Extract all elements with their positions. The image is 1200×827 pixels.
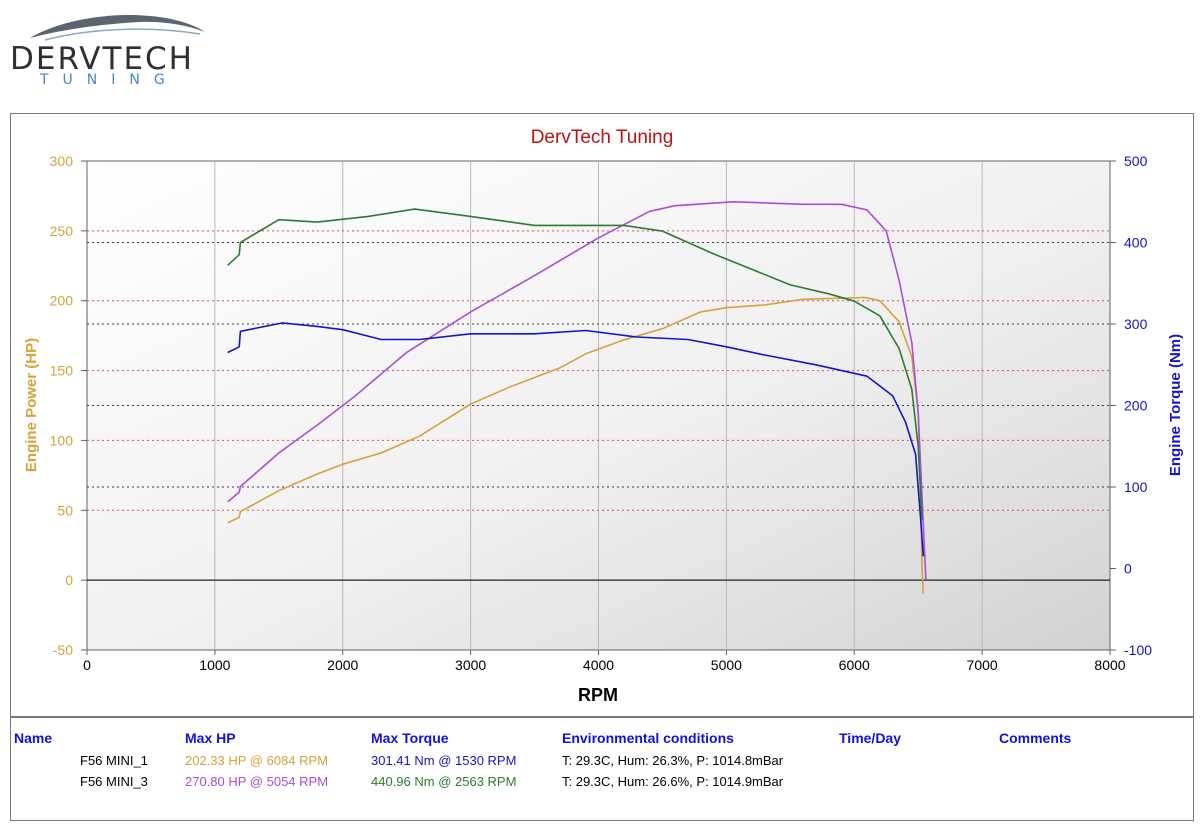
x-tick-label: 7000 [967,657,998,673]
logo-car-line [44,28,201,41]
right-axis-label: Engine Torque (Nm) [1167,334,1184,476]
logo-name: DERVTECH [10,41,194,77]
row2-max-hp: 270.80 HP @ 5054 RPM [185,774,329,789]
header-time: Time/Day [839,730,901,746]
left-tick-label: 300 [50,153,74,169]
right-tick-label: 200 [1124,398,1148,414]
series-f56-mini-1-torque [227,322,925,557]
header-comments: Comments [999,730,1072,746]
series-f56-mini-3-hp [227,201,927,581]
left-tick-label: 250 [50,223,74,239]
left-tick-label: -50 [53,642,73,658]
x-tick-label: 8000 [1094,657,1125,673]
chart-title: DervTech Tuning [531,127,674,148]
left-axis-label: Engine Power (HP) [23,338,40,472]
series-f56-mini-3-torque [227,208,923,520]
header-name: Name [14,730,53,746]
left-tick-label: 150 [50,363,74,379]
left-tick-label: 50 [57,502,73,518]
right-tick-label: 100 [1124,479,1148,495]
x-tick-label: 4000 [583,657,614,673]
header-max-torque: Max Torque [371,730,449,746]
left-tick-label: 100 [50,432,74,448]
logo-car-swoosh [30,14,205,38]
right-tick-label: -100 [1124,642,1152,658]
header-env: Environmental conditions [562,730,734,746]
x-tick-label: 3000 [455,657,486,673]
row1-max-torque: 301.41 Nm @ 1530 RPM [371,753,517,768]
row1-max-hp: 202.33 HP @ 6084 RPM [185,753,329,768]
x-tick-label: 2000 [327,657,358,673]
header-max-hp: Max HP [185,730,236,746]
x-tick-label: 0 [83,657,91,673]
left-tick-label: 200 [50,293,74,309]
series-f56-mini-1-hp [227,296,925,595]
x-tick-label: 6000 [839,657,870,673]
row1-name: F56 MINI_1 [80,753,148,768]
right-tick-label: 300 [1124,316,1148,332]
x-tick-label: 1000 [199,657,230,673]
row2-name: F56 MINI_3 [80,774,148,789]
row1-env: T: 29.3C, Hum: 26.3%, P: 1014.8mBar [562,753,784,768]
logo-sub: TUNING [39,72,179,88]
right-tick-label: 0 [1124,561,1132,577]
x-tick-label: 5000 [711,657,742,673]
right-tick-label: 500 [1124,153,1148,169]
row2-max-torque: 440.96 Nm @ 2563 RPM [371,774,517,789]
dyno-chart: 0 1000 2000 3000 4000 5000 6000 7000 8000-500501… [10,113,1194,717]
x-axis-label: RPM [578,685,618,705]
results-table: Name Max HP Max Torque Environmental con… [10,717,1194,821]
row2-env: T: 29.3C, Hum: 26.6%, P: 1014.9mBar [562,774,784,789]
right-tick-label: 400 [1124,235,1148,251]
dervtech-logo: DERVTECH TUNING [10,14,205,88]
left-tick-label: 0 [65,572,73,588]
